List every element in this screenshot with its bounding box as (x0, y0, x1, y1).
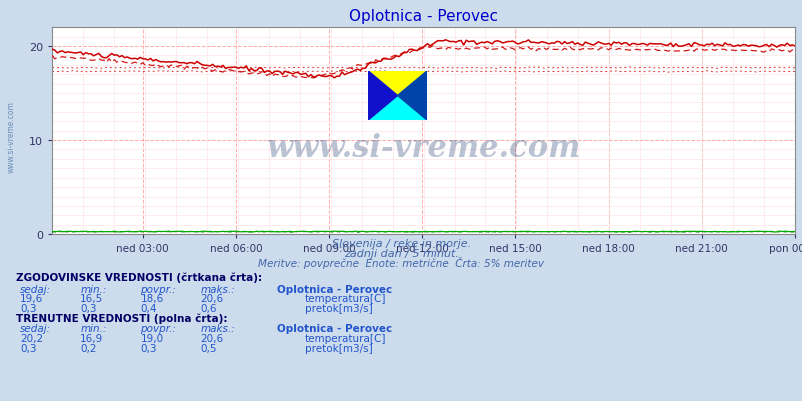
Text: sedaj:: sedaj: (20, 323, 51, 333)
Text: Oplotnica - Perovec: Oplotnica - Perovec (277, 323, 392, 333)
Polygon shape (397, 71, 427, 121)
Text: Oplotnica - Perovec: Oplotnica - Perovec (277, 284, 392, 294)
Text: Meritve: povprečne  Enote: metrične  Črta: 5% meritev: Meritve: povprečne Enote: metrične Črta:… (258, 257, 544, 269)
Text: www.si-vreme.com: www.si-vreme.com (6, 101, 15, 172)
Text: 16,9: 16,9 (80, 333, 103, 343)
Text: TRENUTNE VREDNOSTI (polna črta):: TRENUTNE VREDNOSTI (polna črta): (16, 313, 227, 324)
Text: pretok[m3/s]: pretok[m3/s] (305, 303, 372, 313)
Polygon shape (367, 71, 427, 121)
Text: 0,4: 0,4 (140, 303, 157, 313)
Text: 19,0: 19,0 (140, 333, 164, 343)
Text: pretok[m3/s]: pretok[m3/s] (305, 343, 372, 353)
Polygon shape (367, 71, 397, 121)
Text: min.:: min.: (80, 323, 107, 333)
Text: 18,6: 18,6 (140, 294, 164, 304)
Text: 20,6: 20,6 (200, 294, 224, 304)
Text: 0,6: 0,6 (200, 303, 217, 313)
Text: 0,3: 0,3 (80, 303, 97, 313)
Text: sedaj:: sedaj: (20, 284, 51, 294)
Text: temperatura[C]: temperatura[C] (305, 294, 386, 304)
Polygon shape (367, 71, 427, 121)
Text: maks.:: maks.: (200, 323, 235, 333)
Text: 0,2: 0,2 (80, 343, 97, 353)
Text: povpr.:: povpr.: (140, 323, 176, 333)
Text: zadnji dan / 5 minut.: zadnji dan / 5 minut. (343, 249, 459, 259)
Text: 16,5: 16,5 (80, 294, 103, 304)
Text: min.:: min.: (80, 284, 107, 294)
Title: Oplotnica - Perovec: Oplotnica - Perovec (349, 9, 497, 24)
Text: Slovenija / reke in morje.: Slovenija / reke in morje. (331, 239, 471, 249)
Text: 20,2: 20,2 (20, 333, 43, 343)
Text: www.si-vreme.com: www.si-vreme.com (266, 132, 580, 163)
Text: maks.:: maks.: (200, 284, 235, 294)
Text: povpr.:: povpr.: (140, 284, 176, 294)
Text: 20,6: 20,6 (200, 333, 224, 343)
Text: 0,5: 0,5 (200, 343, 217, 353)
Text: 0,3: 0,3 (140, 343, 157, 353)
Text: temperatura[C]: temperatura[C] (305, 333, 386, 343)
Text: 0,3: 0,3 (20, 343, 37, 353)
Text: 19,6: 19,6 (20, 294, 43, 304)
Text: 0,3: 0,3 (20, 303, 37, 313)
Text: ZGODOVINSKE VREDNOSTI (črtkana črta):: ZGODOVINSKE VREDNOSTI (črtkana črta): (16, 272, 262, 283)
